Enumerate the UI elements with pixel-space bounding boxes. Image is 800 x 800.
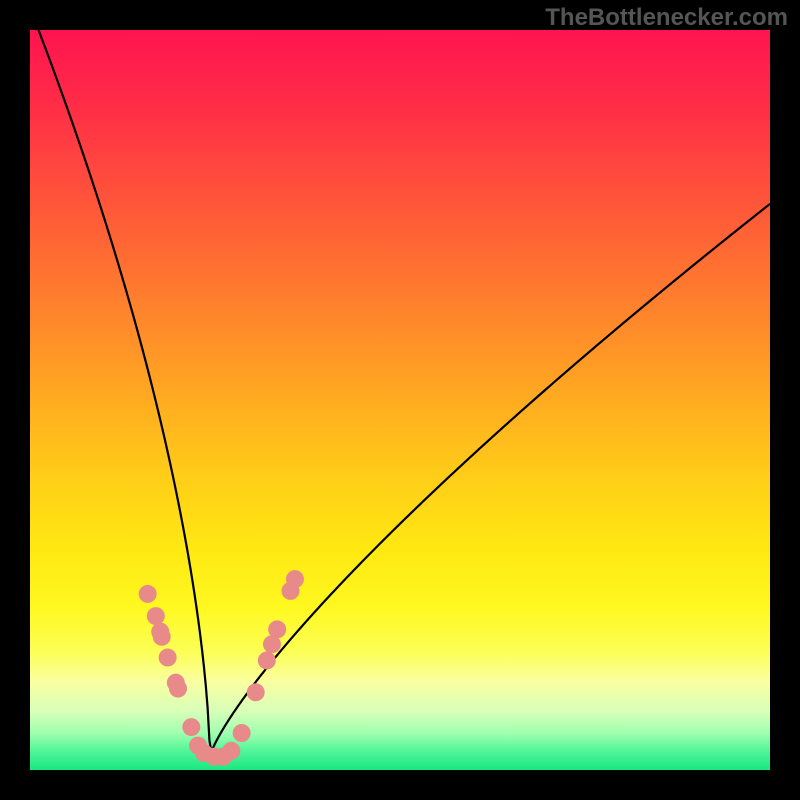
data-markers — [139, 570, 304, 766]
bottleneck-curve — [30, 30, 770, 752]
data-marker — [247, 683, 265, 701]
data-marker — [139, 585, 157, 603]
plot-area — [30, 30, 770, 770]
curve-layer — [30, 30, 770, 770]
data-marker — [182, 718, 200, 736]
data-marker — [169, 680, 187, 698]
data-marker — [286, 570, 304, 588]
data-marker — [147, 607, 165, 625]
data-marker — [233, 724, 251, 742]
data-marker — [153, 628, 171, 646]
data-marker — [258, 651, 276, 669]
data-marker — [268, 620, 286, 638]
data-marker — [222, 742, 240, 760]
data-marker — [159, 649, 177, 667]
chart-container: TheBottlenecker.com — [0, 0, 800, 800]
watermark-text: TheBottlenecker.com — [545, 4, 788, 32]
